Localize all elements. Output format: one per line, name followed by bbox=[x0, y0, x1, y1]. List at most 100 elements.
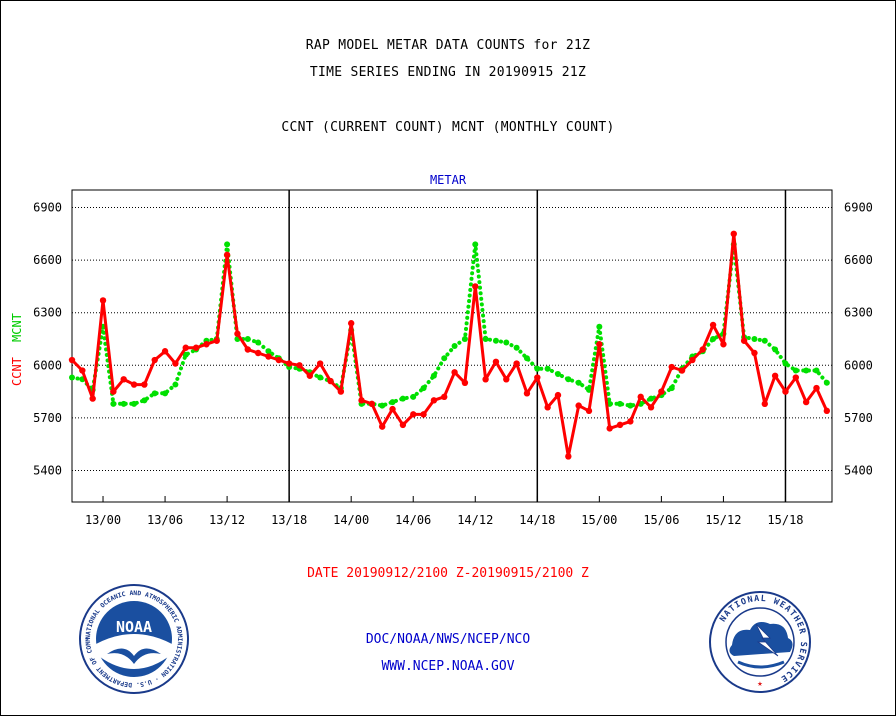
data-point-ccnt bbox=[730, 230, 737, 238]
data-point-ccnt bbox=[668, 363, 675, 371]
data-point-ccnt bbox=[823, 407, 831, 415]
data-point-ccnt bbox=[699, 346, 706, 353]
plot-area-border bbox=[71, 189, 833, 503]
data-point-mcnt bbox=[451, 343, 458, 349]
x-tick-label: 14/18 bbox=[519, 513, 555, 527]
y-tick-label-right: 5400 bbox=[844, 463, 873, 477]
data-point-ccnt bbox=[316, 360, 324, 367]
data-point-mcnt bbox=[596, 323, 603, 330]
data-point-ccnt bbox=[306, 372, 314, 379]
data-point-mcnt bbox=[110, 400, 117, 407]
y-tick-label-left: 6900 bbox=[33, 201, 62, 215]
data-point-ccnt bbox=[575, 402, 582, 409]
data-point-mcnt bbox=[162, 390, 169, 397]
data-point-ccnt bbox=[213, 337, 220, 344]
data-point-ccnt bbox=[285, 360, 293, 367]
data-point-ccnt bbox=[327, 377, 334, 385]
url-link[interactable]: WWW.NCEP.NOAA.GOV bbox=[381, 659, 515, 674]
data-point-ccnt bbox=[492, 358, 500, 365]
data-point-mcnt bbox=[441, 355, 448, 362]
y-tick-label-right: 6900 bbox=[844, 201, 873, 215]
date-range-label: DATE 20190912/2100 Z-20190915/2100 Z bbox=[307, 566, 589, 581]
data-point-mcnt bbox=[772, 346, 779, 353]
y-tick-label-right: 6300 bbox=[844, 306, 873, 320]
data-point-mcnt bbox=[69, 374, 75, 381]
y-tick-label-right: 6000 bbox=[844, 358, 873, 372]
data-point-mcnt bbox=[120, 400, 127, 407]
data-point-mcnt bbox=[151, 390, 158, 397]
data-point-ccnt bbox=[802, 398, 810, 406]
data-point-ccnt bbox=[79, 367, 86, 374]
data-point-ccnt bbox=[99, 297, 107, 304]
data-point-ccnt bbox=[565, 453, 572, 460]
data-point-mcnt bbox=[523, 355, 530, 362]
noaa-logo: NOAA NATIONAL OCEANIC AND ATMOSPHERIC AD… bbox=[79, 584, 189, 694]
data-point-ccnt bbox=[275, 356, 283, 364]
x-tick-label: 15/06 bbox=[643, 513, 679, 527]
y-tick-label-left: 5400 bbox=[33, 463, 62, 477]
data-point-ccnt bbox=[203, 341, 210, 348]
data-point-ccnt bbox=[161, 348, 169, 355]
data-point-mcnt bbox=[668, 385, 675, 392]
data-point-ccnt bbox=[782, 388, 789, 395]
data-point-ccnt bbox=[523, 390, 531, 397]
data-point-mcnt bbox=[182, 351, 189, 358]
data-point-ccnt bbox=[606, 425, 613, 432]
data-point-ccnt bbox=[482, 376, 489, 383]
data-point-ccnt bbox=[254, 349, 262, 357]
data-point-ccnt bbox=[709, 321, 717, 329]
data-point-mcnt bbox=[575, 379, 582, 386]
data-point-ccnt bbox=[399, 421, 407, 429]
data-point-ccnt bbox=[296, 362, 303, 369]
x-tick-label: 13/00 bbox=[85, 513, 121, 527]
data-point-ccnt bbox=[771, 372, 779, 379]
data-point-ccnt bbox=[554, 391, 562, 399]
data-point-ccnt bbox=[151, 356, 158, 364]
data-point-ccnt bbox=[451, 369, 458, 376]
data-point-mcnt bbox=[410, 393, 417, 400]
data-point-mcnt bbox=[513, 344, 520, 351]
data-point-mcnt bbox=[544, 365, 551, 372]
y-tick-label-right: 6600 bbox=[844, 253, 873, 267]
data-point-ccnt bbox=[503, 376, 510, 383]
data-point-mcnt bbox=[399, 395, 406, 402]
data-point-ccnt bbox=[89, 395, 96, 402]
data-point-ccnt bbox=[441, 393, 448, 401]
data-point-ccnt bbox=[120, 376, 127, 383]
data-point-ccnt bbox=[141, 381, 148, 388]
data-point-ccnt bbox=[751, 349, 758, 357]
data-point-mcnt bbox=[782, 360, 789, 367]
x-tick-label: 13/06 bbox=[147, 513, 183, 527]
data-point-ccnt bbox=[585, 407, 593, 415]
data-point-mcnt bbox=[317, 374, 324, 381]
data-point-mcnt bbox=[265, 348, 272, 355]
data-point-mcnt bbox=[461, 335, 468, 342]
data-point-ccnt bbox=[244, 346, 251, 353]
data-point-ccnt bbox=[265, 353, 272, 360]
x-tick-label: 14/06 bbox=[395, 513, 431, 527]
x-tick-label: 15/00 bbox=[581, 513, 617, 527]
org-label: DOC/NOAA/NWS/NCEP/NCO bbox=[365, 632, 531, 647]
data-point-mcnt bbox=[503, 339, 510, 346]
data-point-ccnt bbox=[389, 405, 396, 413]
x-tick-label: 15/18 bbox=[767, 513, 803, 527]
data-point-ccnt bbox=[513, 360, 520, 367]
data-point-ccnt bbox=[544, 404, 551, 411]
data-point-mcnt bbox=[379, 402, 386, 409]
data-point-ccnt bbox=[678, 367, 686, 374]
data-point-mcnt bbox=[430, 372, 437, 379]
data-point-ccnt bbox=[813, 384, 820, 392]
data-point-ccnt bbox=[616, 421, 624, 429]
data-point-ccnt bbox=[689, 356, 696, 364]
data-point-mcnt bbox=[244, 335, 251, 342]
data-point-ccnt bbox=[420, 411, 427, 418]
data-point-ccnt bbox=[596, 341, 603, 348]
data-point-ccnt bbox=[627, 418, 634, 425]
x-tick-label: 13/18 bbox=[271, 513, 307, 527]
data-point-mcnt bbox=[813, 367, 820, 374]
data-point-ccnt bbox=[740, 337, 748, 344]
data-point-mcnt bbox=[131, 400, 138, 407]
data-point-ccnt bbox=[720, 341, 727, 348]
y-tick-label-right: 5700 bbox=[844, 411, 873, 425]
y-tick-label-left: 6000 bbox=[33, 358, 62, 372]
